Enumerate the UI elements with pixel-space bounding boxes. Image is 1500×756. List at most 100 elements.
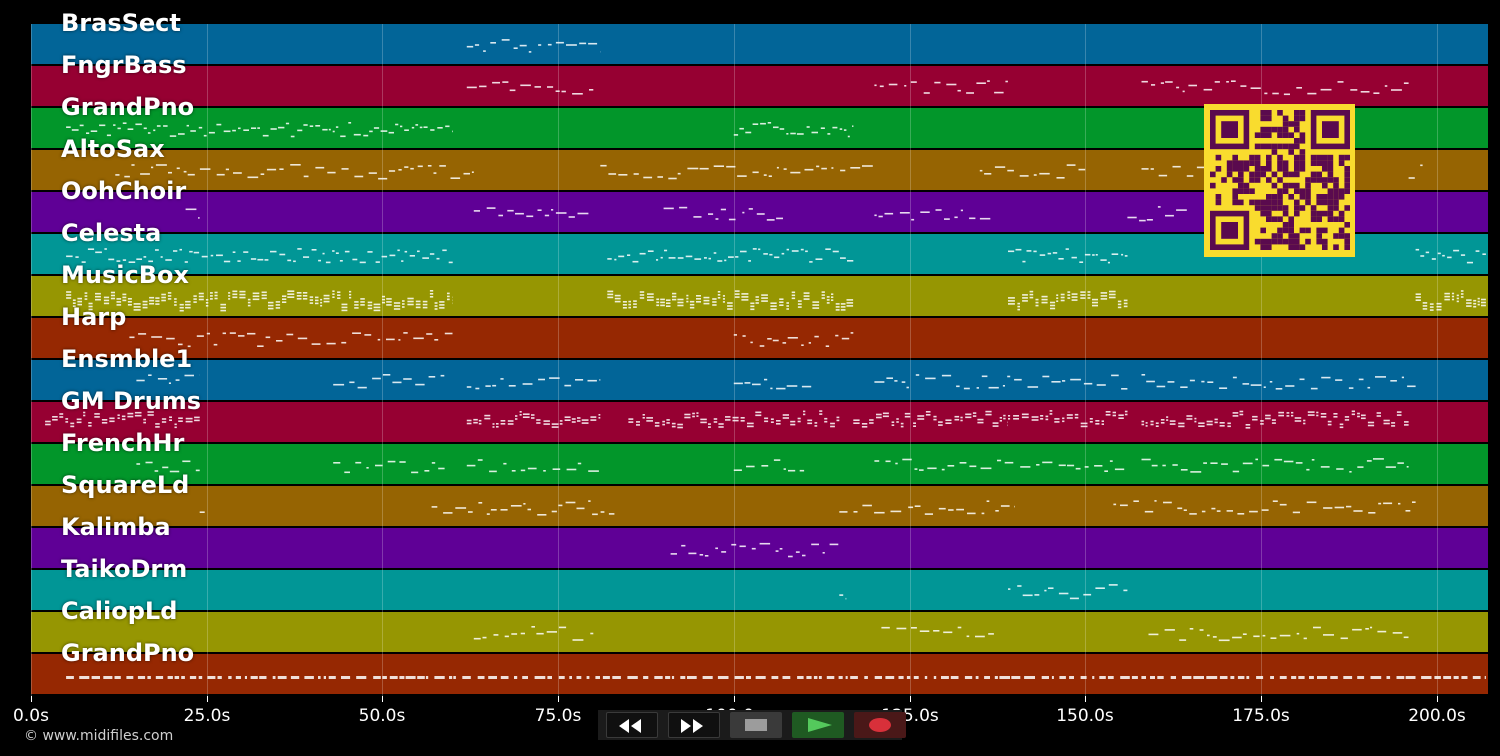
note bbox=[671, 425, 676, 428]
note bbox=[287, 259, 292, 262]
track-lane bbox=[31, 276, 1488, 317]
note bbox=[174, 426, 177, 429]
note bbox=[237, 260, 241, 262]
note bbox=[309, 125, 314, 127]
note bbox=[492, 423, 495, 425]
note bbox=[636, 421, 640, 423]
note bbox=[1348, 387, 1354, 389]
note bbox=[261, 294, 267, 297]
note bbox=[654, 425, 660, 427]
qr-module bbox=[1266, 126, 1272, 133]
note bbox=[1022, 594, 1033, 597]
note bbox=[1246, 676, 1250, 679]
note bbox=[1045, 418, 1049, 421]
play-button[interactable] bbox=[792, 712, 844, 738]
qr-module bbox=[1344, 166, 1350, 172]
note bbox=[169, 419, 172, 421]
note bbox=[344, 471, 350, 474]
note bbox=[1112, 411, 1116, 414]
note bbox=[607, 258, 612, 260]
note bbox=[335, 252, 339, 254]
note bbox=[622, 301, 627, 303]
note bbox=[687, 167, 699, 170]
note bbox=[1121, 253, 1124, 256]
note bbox=[672, 295, 677, 298]
note bbox=[1035, 304, 1039, 307]
note bbox=[1460, 290, 1464, 292]
qr-module bbox=[1260, 244, 1266, 250]
note bbox=[1313, 626, 1321, 629]
note bbox=[77, 297, 82, 300]
note bbox=[154, 470, 159, 472]
note bbox=[657, 176, 663, 178]
note bbox=[985, 413, 992, 416]
note bbox=[76, 421, 82, 424]
qr-module bbox=[1238, 177, 1244, 183]
note bbox=[503, 462, 507, 465]
qr-module bbox=[1282, 227, 1289, 234]
note bbox=[1026, 250, 1032, 252]
qr-module bbox=[1299, 227, 1306, 234]
note bbox=[278, 126, 285, 129]
note bbox=[830, 425, 835, 428]
note bbox=[647, 296, 654, 298]
note bbox=[175, 379, 180, 381]
note bbox=[656, 298, 660, 301]
note bbox=[950, 676, 959, 679]
note bbox=[282, 301, 287, 303]
axis-tick-label: 50.0s bbox=[358, 706, 406, 726]
note bbox=[136, 463, 141, 465]
note bbox=[896, 418, 899, 420]
note bbox=[764, 417, 769, 420]
note bbox=[821, 297, 825, 299]
note bbox=[1022, 260, 1026, 263]
note bbox=[302, 298, 308, 300]
rewind-button[interactable] bbox=[606, 712, 658, 738]
qr-module bbox=[1243, 182, 1250, 189]
note bbox=[1007, 169, 1014, 172]
note bbox=[628, 421, 634, 423]
note bbox=[1105, 411, 1111, 413]
note bbox=[79, 124, 84, 127]
note bbox=[995, 510, 999, 512]
qr-module bbox=[1282, 205, 1289, 211]
note bbox=[127, 301, 132, 303]
note bbox=[354, 307, 359, 309]
note bbox=[110, 294, 115, 297]
note bbox=[759, 345, 765, 347]
note bbox=[981, 375, 988, 378]
note bbox=[1447, 256, 1452, 259]
track-label: Ensmble1 bbox=[61, 345, 193, 373]
record-button[interactable] bbox=[854, 712, 906, 738]
qr-code[interactable] bbox=[1204, 104, 1355, 257]
fast-forward-button[interactable] bbox=[668, 712, 720, 738]
note bbox=[672, 298, 677, 301]
note bbox=[1451, 298, 1455, 301]
qr-module bbox=[1338, 160, 1345, 166]
qr-module bbox=[1277, 154, 1283, 161]
note bbox=[1272, 92, 1279, 95]
qr-module bbox=[1277, 216, 1283, 222]
note bbox=[666, 419, 670, 421]
qr-module bbox=[1322, 227, 1328, 234]
stop-button[interactable] bbox=[730, 712, 782, 738]
note bbox=[1178, 425, 1185, 428]
note bbox=[733, 134, 739, 136]
note bbox=[462, 676, 471, 679]
note bbox=[681, 544, 686, 547]
note bbox=[290, 164, 301, 166]
note bbox=[1396, 414, 1402, 416]
note bbox=[1420, 255, 1425, 257]
note bbox=[994, 166, 1006, 168]
note bbox=[954, 216, 958, 219]
note bbox=[748, 260, 751, 262]
note bbox=[323, 297, 330, 300]
note bbox=[417, 676, 425, 679]
note bbox=[466, 419, 472, 422]
note bbox=[801, 344, 804, 346]
note bbox=[1444, 292, 1450, 295]
note bbox=[1357, 466, 1364, 468]
note-cluster bbox=[874, 374, 1128, 390]
note bbox=[670, 553, 677, 555]
note bbox=[1351, 413, 1355, 416]
